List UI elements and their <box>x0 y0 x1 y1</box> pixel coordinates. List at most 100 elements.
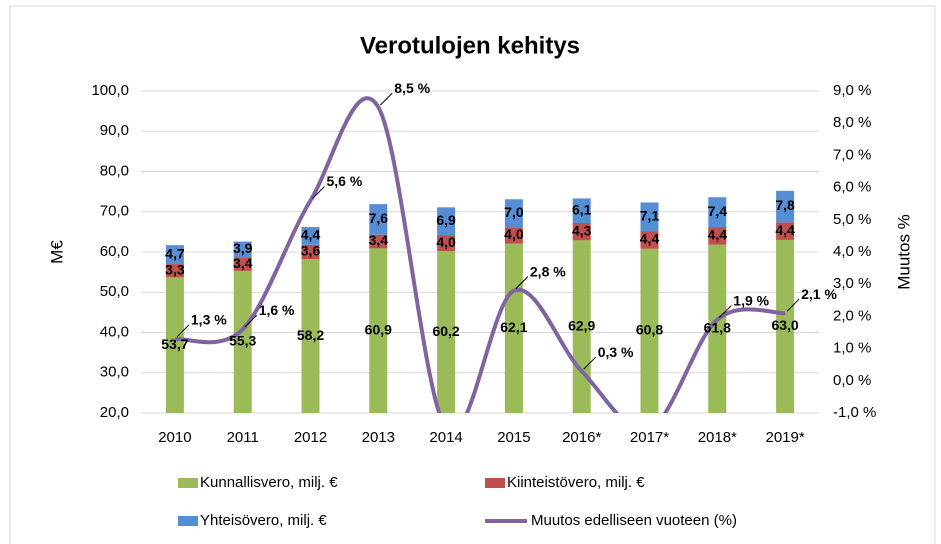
data-label: 4,4 <box>708 227 728 243</box>
y2-tick-label: 6,0 % <box>833 179 871 196</box>
y-tick-label: 90,0 <box>100 122 129 139</box>
bar-segment <box>369 234 388 249</box>
leader-line <box>312 186 325 199</box>
y2-tick-label: 1,0 % <box>833 340 871 357</box>
y-tick-label: 60,0 <box>100 243 129 260</box>
line-data-label: 8,5 % <box>394 80 430 96</box>
line <box>174 96 786 413</box>
bar-segment <box>437 235 456 252</box>
y-tick-label: 70,0 <box>100 203 129 220</box>
bar-segment <box>640 248 659 413</box>
data-label: 3,4 <box>369 232 389 248</box>
y2-axis-label: Muutos % <box>894 214 913 290</box>
legend-swatch <box>178 478 198 488</box>
legend-swatch <box>485 478 505 488</box>
legend-label: Kunnallisvero, milj. € <box>200 474 338 491</box>
data-label: 4,4 <box>640 231 660 247</box>
leader-line <box>718 305 732 318</box>
bar-segment <box>776 190 795 223</box>
y-axis-label: M€ <box>47 240 66 264</box>
bar-segment <box>776 222 795 240</box>
y-tick-label: 50,0 <box>100 283 129 300</box>
line-data-label: 1,6 % <box>259 302 295 318</box>
data-label: 4,0 <box>504 226 524 242</box>
legend-label: Kiinteistövero, milj. € <box>507 474 645 491</box>
data-label: 4,4 <box>775 222 795 238</box>
y-tick-label: 20,0 <box>100 404 129 421</box>
bar-segment <box>165 277 184 413</box>
x-tick-label: 2016* <box>562 429 601 446</box>
bar-segment <box>640 231 659 249</box>
leader-line <box>379 92 393 106</box>
line-layer <box>174 96 786 413</box>
y-tick-label: 30,0 <box>100 364 129 381</box>
data-label: 7,4 <box>708 203 728 219</box>
bar-segment <box>233 241 252 258</box>
leader-line <box>515 276 529 289</box>
bar-segment <box>437 251 456 413</box>
grid <box>141 90 819 414</box>
bar-segment <box>572 240 591 413</box>
y2-tick-label: 4,0 % <box>833 243 871 260</box>
bar-segment <box>437 207 456 236</box>
x-tick-label: 2011 <box>227 429 259 446</box>
x-tick-label: 2017* <box>630 429 669 446</box>
bar-segment <box>233 270 252 413</box>
data-label: 3,4 <box>233 255 253 271</box>
data-label: 61,8 <box>704 320 731 336</box>
data-label: 4,0 <box>436 234 456 250</box>
labels: 53,7 55,3 58,2 60,9 60,2 62,1 62,9 60,8 61,8 63,0… <box>161 80 837 370</box>
y2-tick-label: 3,0 % <box>833 275 871 292</box>
line-data-label: 0,3 % <box>598 344 634 360</box>
legend-swatch <box>178 516 198 526</box>
bar-segment <box>640 202 659 232</box>
x-tick-label: 2015 <box>497 429 530 446</box>
legend-label: Yhteisövero, milj. € <box>200 512 327 529</box>
line-data-label: 2,8 % <box>530 263 566 279</box>
bar-segment <box>369 204 388 235</box>
y2-tick-label: 9,0 % <box>833 82 871 99</box>
data-label: 4,3 <box>572 222 592 238</box>
data-label: 4,7 <box>165 245 185 261</box>
data-label: 63,0 <box>771 317 798 333</box>
data-label: 58,2 <box>297 327 324 343</box>
x-tick-label: 2013 <box>362 429 395 446</box>
leader-line <box>176 324 190 338</box>
data-label: 60,2 <box>432 323 459 339</box>
bar-segment <box>572 198 591 224</box>
leader-line <box>583 356 597 370</box>
y-tick-label: 100,0 <box>91 82 129 99</box>
y-tick-label: 80,0 <box>100 162 129 179</box>
bar-segment <box>301 227 320 245</box>
x-tick-label: 2018* <box>698 429 737 446</box>
y2-tick-label: -1,0 % <box>833 404 876 421</box>
y2-tick-label: 5,0 % <box>833 211 871 228</box>
line-data-label: 1,9 % <box>733 292 769 308</box>
y2-tick-label: 0,0 % <box>833 372 871 389</box>
data-label: 53,7 <box>161 336 188 352</box>
data-label: 6,1 <box>572 201 592 217</box>
line-data-label: 1,3 % <box>191 312 227 328</box>
x-tick-label: 2012 <box>294 429 327 446</box>
chart-title: Verotulojen kehitys <box>360 32 580 59</box>
y2-tick-label: 2,0 % <box>833 307 871 324</box>
bar-segment <box>165 245 184 265</box>
data-label: 7,8 <box>775 197 795 213</box>
x-tick-label: 2010 <box>158 429 191 446</box>
bar-segment <box>301 244 320 260</box>
data-label: 62,9 <box>568 317 595 333</box>
y2-tick-label: 7,0 % <box>833 146 871 163</box>
bar-segment <box>369 248 388 413</box>
bar-segment <box>572 223 591 241</box>
data-label: 4,4 <box>301 227 321 243</box>
data-label: 55,3 <box>229 333 256 349</box>
bars <box>165 190 795 413</box>
x-tick-label: 2019* <box>765 429 804 446</box>
y2-tick-label: 8,0 % <box>833 114 871 131</box>
bar-segment <box>233 257 252 271</box>
data-label: 60,8 <box>636 322 663 338</box>
data-label: 62,1 <box>500 319 527 335</box>
bar-segment <box>708 197 727 228</box>
x-tick-label: 2014 <box>429 429 462 446</box>
